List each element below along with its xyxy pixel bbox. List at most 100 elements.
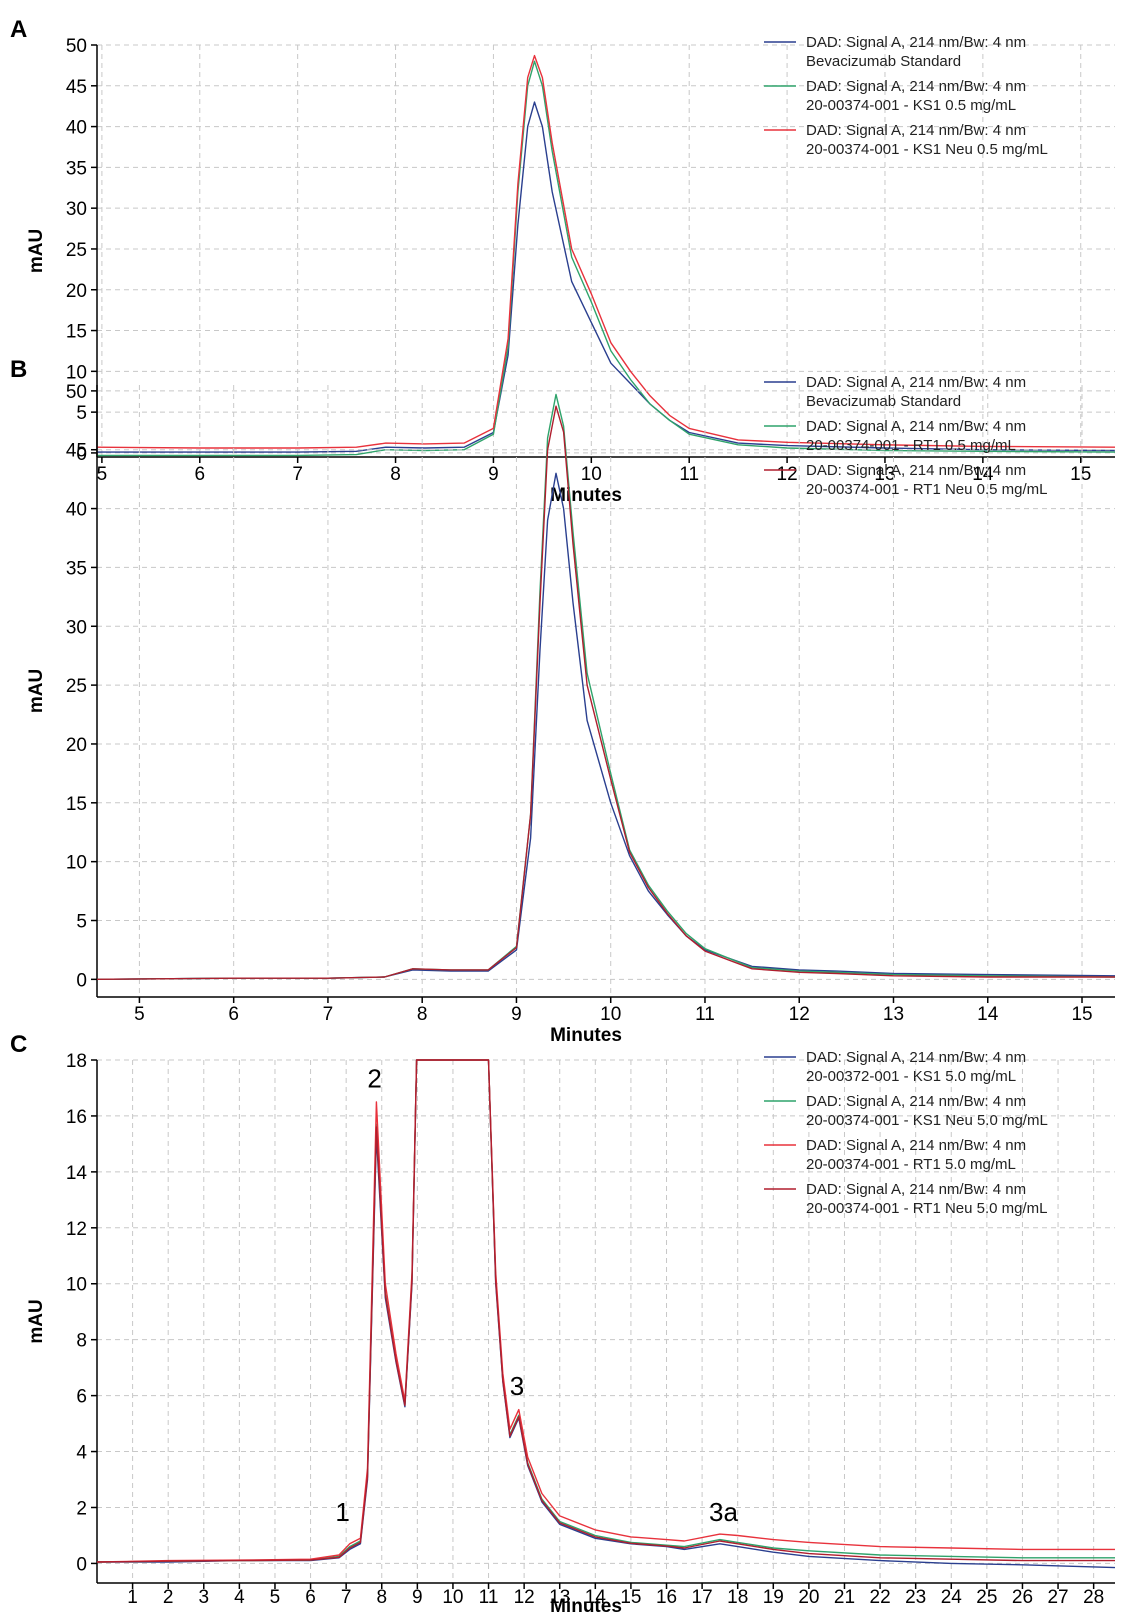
legend-label-sample: 20-00374-001 - RT1 Neu 0.5 mg/mL	[806, 481, 1048, 498]
x-tick-label: 5	[270, 1587, 281, 1608]
x-tick-label: 1	[127, 1587, 138, 1608]
x-tick-label: 9	[412, 1587, 423, 1608]
y-tick-label: 15	[66, 322, 87, 343]
series-line	[97, 1059, 1115, 1563]
legend-label: DAD: Signal A, 214 nm/Bw: 4 nm	[806, 1093, 1026, 1110]
y-tick-label: 10	[66, 853, 87, 874]
x-tick-label: 25	[976, 1587, 997, 1608]
y-tick-label: 40	[66, 500, 87, 521]
y-tick-label: 0	[76, 970, 87, 991]
y-tick-label: 0	[76, 444, 87, 465]
y-tick-label: 20	[66, 281, 87, 302]
y-tick-label: 5	[76, 912, 87, 933]
y-tick-label: 35	[66, 158, 87, 179]
x-tick-label: 17	[692, 1587, 713, 1608]
legend-label: DAD: Signal A, 214 nm/Bw: 4 nm	[806, 34, 1026, 51]
x-tick-label: 7	[323, 1004, 334, 1025]
x-tick-label: 15	[1071, 1004, 1092, 1025]
panel-label: A	[10, 16, 27, 43]
series-line	[97, 472, 1115, 980]
x-tick-label: 8	[417, 1004, 428, 1025]
x-tick-label: 5	[134, 1004, 145, 1025]
x-axis-title: Minutes	[550, 1025, 622, 1046]
series-line	[97, 54, 1115, 449]
y-tick-label: 16	[66, 1107, 87, 1128]
x-tick-label: 3	[198, 1587, 209, 1608]
x-tick-label: 12	[514, 1587, 535, 1608]
x-axis-title: Minutes	[550, 1596, 622, 1616]
y-tick-label: 10	[66, 362, 87, 383]
series-line	[97, 1059, 1115, 1563]
x-tick-label: 8	[390, 464, 401, 485]
legend-label-sample: 20-00374-001 - RT1 0.5 mg/mL	[806, 437, 1016, 454]
legend-label-sample: 20-00374-001 - RT1 Neu 5.0 mg/mL	[806, 1200, 1048, 1217]
y-tick-label: 14	[66, 1163, 88, 1184]
x-tick-label: 11	[679, 464, 699, 485]
peak-annotation: 1	[335, 1497, 349, 1527]
y-tick-label: 15	[66, 794, 87, 815]
y-tick-label: 12	[66, 1219, 87, 1240]
peak-annotation: 3a	[709, 1497, 738, 1527]
x-tick-label: 14	[977, 1004, 999, 1025]
x-tick-label: 26	[1012, 1587, 1033, 1608]
series-line	[97, 101, 1115, 453]
y-tick-label: 10	[66, 1275, 87, 1296]
panel-label: B	[10, 356, 27, 383]
x-tick-label: 14	[585, 1587, 607, 1608]
x-tick-label: 23	[905, 1587, 926, 1608]
y-tick-label: 6	[76, 1387, 87, 1408]
x-tick-label: 12	[789, 1004, 810, 1025]
y-tick-label: 25	[66, 676, 87, 697]
x-tick-label: 11	[695, 1004, 715, 1025]
y-tick-label: 4	[76, 1443, 87, 1464]
x-tick-label: 7	[341, 1587, 352, 1608]
x-tick-label: 7	[292, 464, 303, 485]
x-tick-label: 9	[511, 1004, 522, 1025]
x-tick-label: 20	[798, 1587, 819, 1608]
x-tick-label: 15	[620, 1587, 641, 1608]
x-tick-label: 21	[834, 1587, 855, 1608]
legend-label-sample: Bevacizumab Standard	[806, 53, 961, 70]
legend-label: DAD: Signal A, 214 nm/Bw: 4 nm	[806, 1181, 1026, 1198]
x-tick-label: 13	[874, 464, 895, 485]
x-tick-label: 14	[972, 464, 994, 485]
x-tick-label: 19	[763, 1587, 784, 1608]
x-tick-label: 6	[305, 1587, 316, 1608]
legend-label: DAD: Signal A, 214 nm/Bw: 4 nm	[806, 122, 1026, 139]
legend-label: DAD: Signal A, 214 nm/Bw: 4 nm	[806, 418, 1026, 435]
y-tick-label: 35	[66, 558, 87, 579]
x-tick-label: 13	[883, 1004, 904, 1025]
x-tick-label: 16	[656, 1587, 677, 1608]
y-tick-label: 8	[76, 1331, 87, 1352]
y-axis-title: mAU	[26, 1299, 47, 1343]
x-tick-label: 27	[1047, 1587, 1068, 1608]
x-tick-label: 11	[479, 1587, 499, 1608]
peak-annotation: 3	[510, 1371, 524, 1401]
y-tick-label: 18	[66, 1051, 87, 1072]
y-axis-title: mAU	[26, 229, 47, 273]
x-tick-label: 12	[777, 464, 798, 485]
y-tick-label: 30	[66, 199, 87, 220]
y-tick-label: 30	[66, 617, 87, 638]
y-axis-title: mAU	[26, 669, 47, 713]
x-tick-label: 28	[1083, 1587, 1104, 1608]
legend-label: DAD: Signal A, 214 nm/Bw: 4 nm	[806, 1049, 1026, 1066]
y-tick-label: 5	[76, 403, 87, 424]
series-line	[97, 405, 1115, 980]
legend-label-sample: 20-00374-001 - KS1 0.5 mg/mL	[806, 97, 1016, 114]
x-tick-label: 10	[442, 1587, 463, 1608]
x-tick-label: 10	[581, 464, 602, 485]
x-tick-label: 6	[228, 1004, 239, 1025]
y-tick-label: 50	[66, 36, 87, 57]
x-tick-label: 5	[97, 464, 108, 485]
y-tick-label: 50	[66, 382, 87, 403]
series-line	[97, 60, 1115, 457]
x-tick-label: 4	[234, 1587, 245, 1608]
x-tick-label: 9	[488, 464, 499, 485]
y-tick-label: 20	[66, 735, 87, 756]
x-tick-label: 24	[941, 1587, 963, 1608]
y-tick-label: 45	[66, 441, 87, 462]
